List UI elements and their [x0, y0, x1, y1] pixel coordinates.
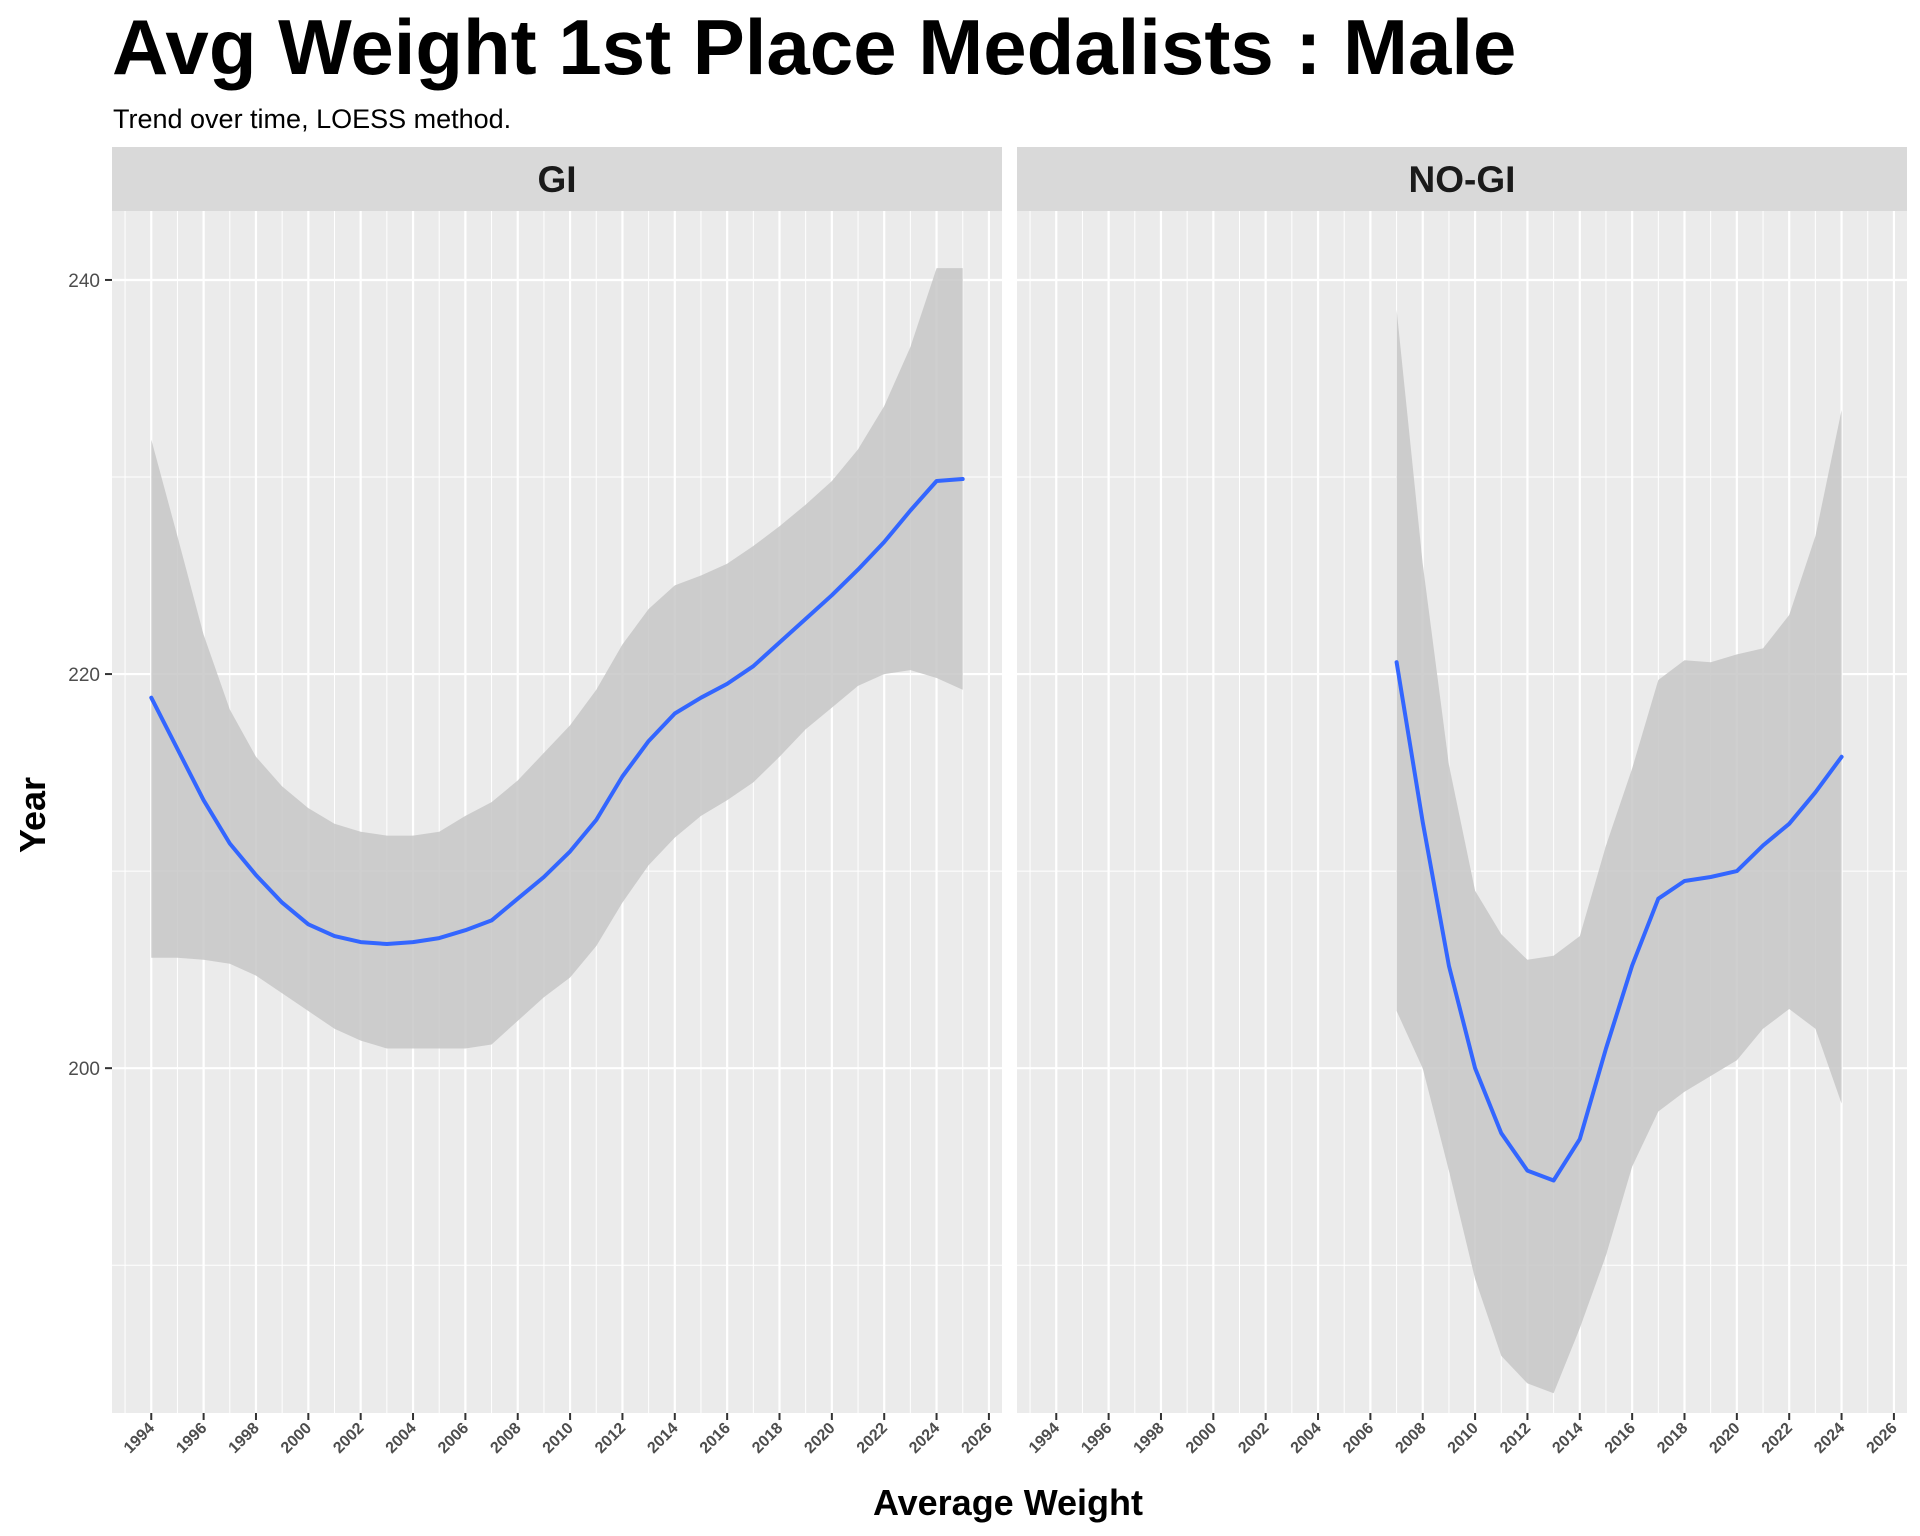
x-tick-label: 2018 — [1654, 1420, 1691, 1457]
x-tick-label: 2002 — [330, 1420, 367, 1457]
chart-subtitle: Trend over time, LOESS method. — [113, 104, 512, 134]
x-tick-label: 2016 — [1602, 1420, 1639, 1457]
x-tick-label: 2008 — [1392, 1420, 1429, 1457]
confidence-ribbon — [1396, 309, 1842, 1394]
x-tick-label: 2004 — [1288, 1420, 1325, 1457]
x-tick-label: 1998 — [226, 1420, 263, 1457]
x-tick-label: 2020 — [1706, 1420, 1743, 1457]
x-tick-label: 2022 — [1759, 1420, 1796, 1457]
y-tick-label: 200 — [68, 1059, 100, 1080]
x-tick-label: 1996 — [1078, 1420, 1115, 1457]
panels-layer: GI NO-GI — [112, 147, 1907, 1413]
x-tick-label: 2020 — [801, 1420, 838, 1457]
x-tick-label: 2024 — [906, 1420, 943, 1457]
loess-line — [149, 477, 965, 946]
x-tick-label: 2010 — [540, 1420, 577, 1457]
x-tick-label: 2026 — [959, 1420, 996, 1457]
x-tick-label: 1994 — [1026, 1420, 1063, 1457]
x-tick-label: 1998 — [1131, 1420, 1168, 1457]
x-tick-label: 1994 — [121, 1420, 158, 1457]
x-tick-label: 2006 — [435, 1420, 472, 1457]
x-axis-title: Average Weight — [873, 1482, 1143, 1523]
x-tick-label: 2006 — [1340, 1420, 1377, 1457]
x-tick-label: 2014 — [644, 1420, 681, 1457]
y-axis: 200 220 240 — [68, 271, 112, 1080]
confidence-ribbon — [151, 268, 963, 1049]
x-tick-label: 2000 — [278, 1420, 315, 1457]
x-tick-label: 2012 — [1497, 1420, 1534, 1457]
x-tick-label: 2012 — [592, 1420, 629, 1457]
x-tick-label: 2002 — [1235, 1420, 1272, 1457]
x-tick-label: 2010 — [1445, 1420, 1482, 1457]
x-tick-label: 2024 — [1811, 1420, 1848, 1457]
facet-strip-label: NO-GI — [1409, 159, 1516, 200]
x-axis-gi: 1994 1996 1998 2000 2002 2004 2006 2008 2010 2012… — [121, 1413, 996, 1457]
x-tick-label: 2022 — [854, 1420, 891, 1457]
x-tick-label: 1996 — [173, 1420, 210, 1457]
facet-strip — [112, 147, 1002, 211]
facet-strip-label: GI — [537, 159, 576, 200]
chart-title: Avg Weight 1st Place Medalists : Male — [112, 3, 1517, 91]
loess-line — [1394, 660, 1844, 1183]
x-tick-label: 2018 — [749, 1420, 786, 1457]
panel-no-gi: NO-GI — [1017, 147, 1907, 1413]
x-tick-label: 2004 — [383, 1420, 420, 1457]
x-tick-label: 2026 — [1864, 1420, 1901, 1457]
x-axis-no-gi: 1994 1996 1998 2000 2002 2004 2006 2008 2010 2012… — [1026, 1413, 1901, 1457]
x-tick-label: 2000 — [1183, 1420, 1220, 1457]
y-tick-label: 240 — [68, 271, 100, 292]
x-tick-label: 2008 — [487, 1420, 524, 1457]
y-axis-title: Year — [12, 777, 53, 853]
panel-gi: GI — [112, 147, 1002, 1413]
facet-strip — [1017, 147, 1907, 211]
y-tick-label: 220 — [68, 665, 100, 686]
x-tick-label: 2016 — [697, 1420, 734, 1457]
x-axes: 1994 1996 1998 2000 2002 2004 2006 2008 2010 2012… — [121, 1413, 1901, 1457]
x-tick-label: 2014 — [1549, 1420, 1586, 1457]
